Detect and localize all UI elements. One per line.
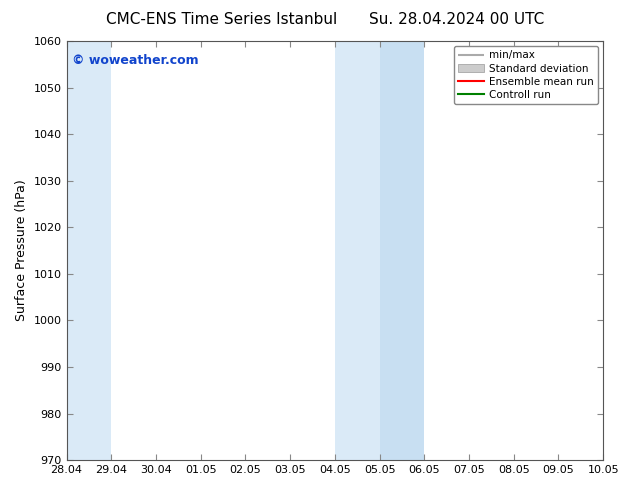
- Text: CMC-ENS Time Series Istanbul: CMC-ENS Time Series Istanbul: [107, 12, 337, 27]
- Bar: [335, 41, 380, 460]
- Text: Su. 28.04.2024 00 UTC: Su. 28.04.2024 00 UTC: [369, 12, 544, 27]
- Bar: [67, 41, 111, 460]
- Text: © woweather.com: © woweather.com: [72, 53, 198, 67]
- Legend: min/max, Standard deviation, Ensemble mean run, Controll run: min/max, Standard deviation, Ensemble me…: [454, 46, 598, 104]
- Y-axis label: Surface Pressure (hPa): Surface Pressure (hPa): [15, 180, 28, 321]
- Bar: [380, 41, 424, 460]
